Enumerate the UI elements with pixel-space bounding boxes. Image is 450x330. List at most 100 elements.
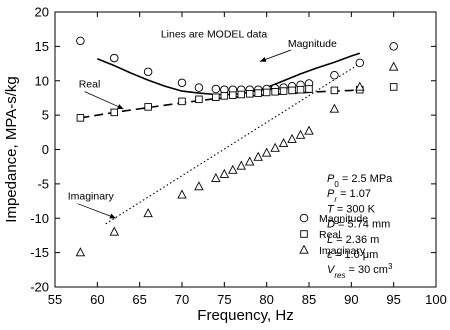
- real-point: [144, 103, 152, 111]
- x-tick-label: 70: [175, 292, 189, 307]
- parameter-line: Vres = 30 cm3: [327, 262, 393, 280]
- parameter-superscript: 3: [388, 262, 393, 271]
- legend-marker-real: [300, 230, 308, 238]
- y-tick-label: 0: [42, 142, 49, 157]
- imaginary-point: [194, 181, 204, 191]
- parameter-subscript: r: [334, 195, 337, 204]
- real-point: [330, 86, 339, 95]
- magnitude-point: [211, 84, 221, 94]
- imaginary-point: [253, 151, 263, 161]
- annotation-label: Real: [79, 79, 101, 91]
- magnitude-point: [177, 78, 187, 88]
- annotation-arrowhead: [117, 104, 124, 109]
- x-tick-label: 55: [48, 292, 62, 307]
- imaginary-point: [261, 147, 272, 157]
- real-point: [110, 108, 119, 117]
- imaginary-point: [355, 81, 365, 91]
- imaginary-point: [329, 103, 340, 113]
- parameter-symbol: L: [327, 234, 333, 246]
- imaginary-point: [228, 164, 238, 174]
- imaginary-point: [287, 133, 297, 143]
- magnitude-point: [110, 53, 119, 63]
- legend-label-imaginary: Imaginary: [319, 245, 366, 257]
- x-tick-label: 60: [90, 292, 104, 307]
- real-point: [76, 114, 85, 122]
- annotation-label: Imaginary: [68, 191, 115, 203]
- parameter-line: ε = 1.0 μm: [327, 249, 378, 261]
- imaginary-point: [304, 125, 314, 135]
- parameter-value: = 1.07: [337, 188, 371, 200]
- parameter-line: D = 5.74 mm: [327, 219, 390, 231]
- imaginary-point: [388, 61, 399, 71]
- imaginary-point: [143, 208, 153, 218]
- magnitude-point: [194, 83, 204, 92]
- real-point: [212, 93, 220, 101]
- y-tick-label: 15: [35, 39, 49, 54]
- parameter-line: P0 = 2.5 MPa: [327, 173, 393, 189]
- imaginary-point: [278, 137, 289, 147]
- real-point: [279, 87, 288, 95]
- parameter-line: Pr = 1.07: [327, 188, 371, 204]
- real-point: [178, 97, 186, 106]
- annotation-arrow: [84, 91, 124, 110]
- parameter-symbol: P: [327, 188, 335, 200]
- real-point: [229, 91, 237, 99]
- x-tick-label: 100: [425, 292, 447, 307]
- parameter-symbol: V: [327, 264, 336, 276]
- y-tick-label: -20: [30, 280, 49, 295]
- parameter-value: = 2.5 MPa: [339, 173, 393, 185]
- x-tick-label: 85: [302, 292, 316, 307]
- imaginary-point: [109, 226, 120, 236]
- parameter-line: T = 300 K: [327, 203, 376, 215]
- real-point: [254, 89, 262, 97]
- real-point: [305, 85, 313, 93]
- annotation-label: Magnitude: [288, 38, 337, 50]
- parameter-symbol: D: [327, 219, 335, 231]
- annotation-arrowhead: [259, 56, 267, 62]
- real-point: [220, 92, 229, 100]
- real-point: [237, 90, 246, 99]
- parameter-symbol: ε: [327, 249, 332, 261]
- y-tick-label: -5: [37, 176, 49, 191]
- y-tick-label: 10: [35, 73, 49, 88]
- magnitude-point: [355, 58, 365, 68]
- imaginary-point: [75, 247, 86, 257]
- imaginary-point: [244, 156, 255, 166]
- real-point: [195, 95, 203, 104]
- magnitude-point: [330, 70, 339, 80]
- x-tick-label: 75: [217, 292, 231, 307]
- magnitude-point: [389, 42, 398, 51]
- x-tick-label: 95: [386, 292, 400, 307]
- model-line-magnitude: [96, 52, 361, 96]
- magnitude-point: [143, 67, 153, 77]
- parameter-symbol: T: [327, 203, 335, 215]
- y-tick-label: -15: [30, 245, 49, 260]
- parameter-line: L = 2.36 m: [327, 234, 379, 246]
- parameter-value: = 300 K: [334, 203, 376, 215]
- parameter-value: = 1.0 μm: [332, 249, 378, 261]
- real-point: [271, 87, 279, 96]
- parameter-subscript: res: [334, 271, 345, 280]
- legend-marker-imaginary: [299, 244, 309, 254]
- legend-marker-magnitude: [299, 213, 309, 223]
- real-point: [389, 83, 398, 91]
- parameter-value: = 30 cm: [345, 264, 388, 276]
- parameter-symbol: P: [327, 173, 335, 185]
- imaginary-point: [219, 168, 230, 178]
- x-axis-title: Frequency, Hz: [197, 307, 293, 324]
- annotation-label: Lines are MODEL data: [161, 28, 268, 40]
- y-tick-label: 5: [42, 108, 49, 123]
- annotation-arrow: [77, 203, 117, 219]
- legend-label-magnitude: Magnitude: [319, 213, 368, 225]
- imaginary-point: [211, 173, 221, 183]
- annotation-arrowhead: [109, 213, 116, 219]
- imaginary-point: [177, 189, 187, 199]
- y-tick-label: -10: [30, 211, 49, 226]
- real-point: [262, 88, 271, 97]
- legend-label-real: Real: [319, 229, 341, 241]
- x-tick-label: 65: [132, 292, 146, 307]
- x-tick-label: 90: [344, 292, 358, 307]
- imaginary-point: [236, 160, 247, 170]
- y-tick-label: 20: [35, 5, 49, 20]
